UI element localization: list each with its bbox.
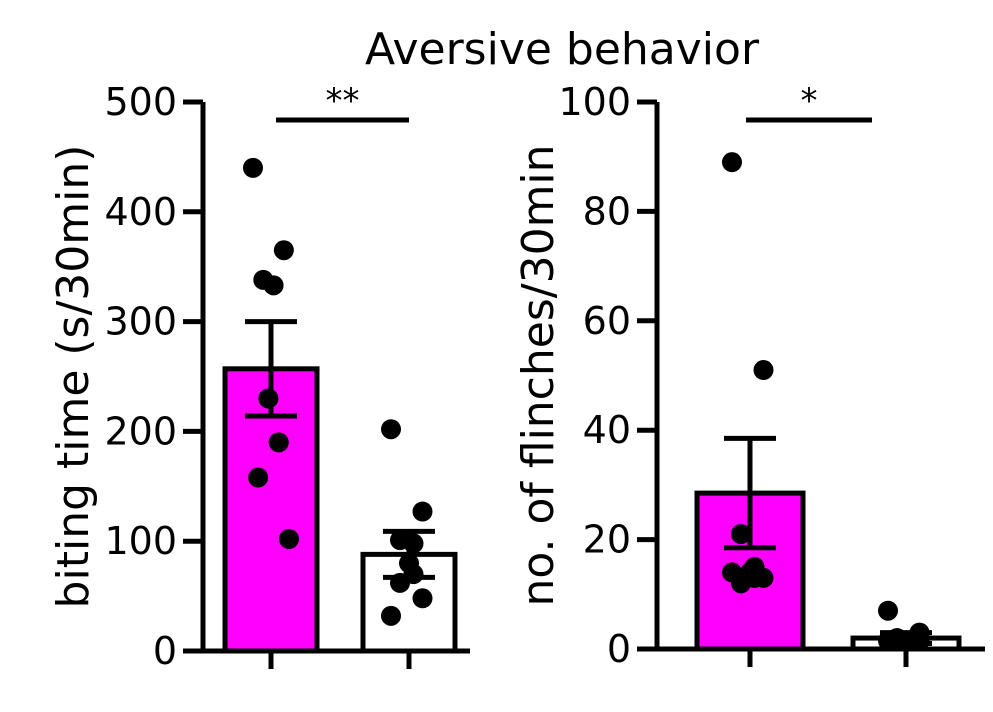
y-tick-label: 0 — [607, 627, 631, 671]
significance-marker: * — [801, 81, 818, 121]
data-point — [731, 524, 751, 545]
y-tick-label: 60 — [583, 299, 631, 343]
data-point — [243, 157, 263, 178]
significance-marker: ** — [326, 81, 360, 121]
data-point — [753, 567, 774, 588]
data-point — [878, 600, 898, 621]
data-point — [268, 432, 289, 453]
data-point — [412, 588, 433, 609]
y-tick-label: 100 — [104, 519, 177, 563]
data-point — [722, 152, 742, 173]
y-tick-label: 80 — [583, 189, 631, 233]
data-point — [258, 388, 279, 409]
data-point — [273, 240, 294, 261]
data-point — [403, 533, 424, 554]
data-point — [753, 360, 774, 381]
figure-title: Aversive behavior — [365, 24, 760, 75]
y-tick-label: 0 — [153, 629, 177, 673]
data-point — [412, 501, 433, 522]
data-point — [909, 630, 930, 651]
y-axis-label: biting time (s/30min) — [48, 145, 99, 609]
chart-flinches: 0 20 40 60 80 100 no. of flinches/30min * — [513, 80, 985, 671]
y-tick-label: 40 — [583, 408, 631, 452]
data-point — [279, 529, 299, 550]
y-tick-label: 300 — [104, 300, 177, 344]
data-point — [381, 605, 401, 626]
y-tick-label: 100 — [558, 80, 631, 124]
data-point — [381, 419, 401, 440]
y-tick-label: 500 — [104, 80, 177, 124]
y-tick-label: 200 — [104, 409, 177, 453]
data-point — [878, 630, 898, 651]
data-point — [390, 572, 410, 593]
y-tick-label: 400 — [104, 190, 177, 234]
data-point — [263, 275, 284, 296]
data-point — [722, 562, 742, 583]
y-tick-label: 20 — [583, 518, 631, 562]
data-point — [248, 467, 269, 488]
y-axis-label: no. of flinches/30min — [513, 144, 564, 606]
